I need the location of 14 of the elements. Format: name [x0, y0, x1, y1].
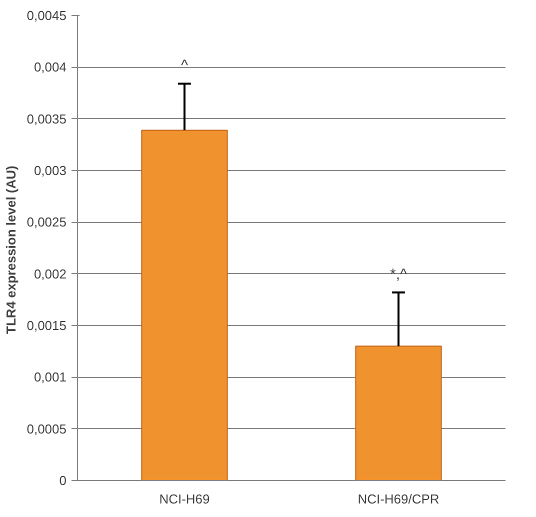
y-tick-label: 0,004	[34, 60, 67, 75]
y-tick-label: 0,0045	[26, 8, 67, 23]
x-tick-label: NCI-H69/CPR	[358, 492, 440, 506]
y-tick-label: 0,003	[34, 163, 67, 178]
y-tick-label: 0,001	[34, 370, 67, 385]
y-tick-label: 0,0005	[26, 421, 67, 436]
y-tick-label: 0,0015	[26, 318, 67, 333]
annotation: ^	[180, 57, 188, 74]
x-tick-label: NCI-H69	[159, 492, 210, 506]
y-tick-label: 0,0035	[26, 111, 67, 126]
y-tick-label: 0	[59, 473, 67, 488]
y-axis-title: TLR4 expression level (AU)	[4, 166, 19, 334]
y-tick-label: 0,0025	[26, 214, 67, 230]
y-tick-label: 0,002	[34, 266, 67, 282]
